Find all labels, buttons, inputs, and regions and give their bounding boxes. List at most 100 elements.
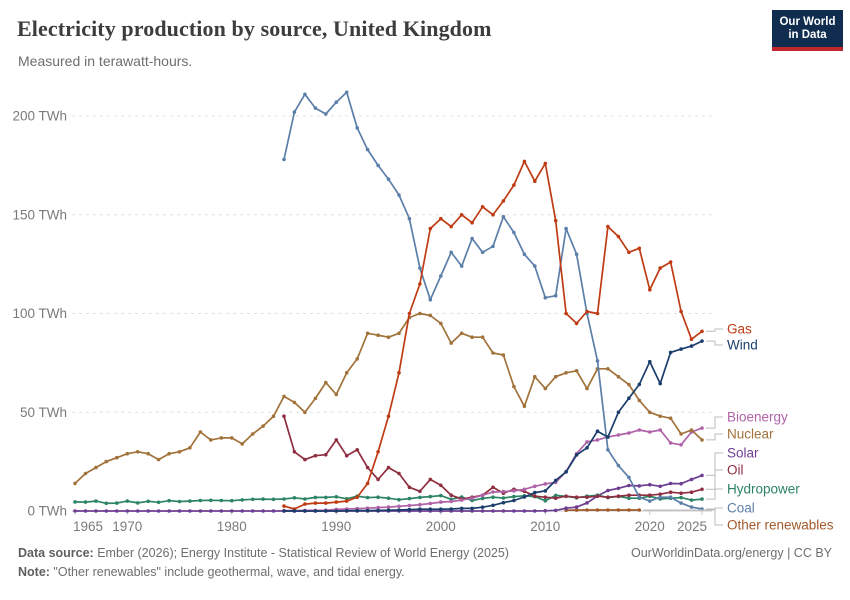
data-point-oil-2009[interactable] [533, 494, 537, 499]
data-point-hydropower-1971[interactable] [135, 501, 140, 505]
data-point-coal-2019[interactable] [637, 495, 642, 500]
legend-label-other-renewables[interactable]: Other renewables [727, 518, 834, 533]
data-point-coal-1990[interactable] [334, 100, 339, 104]
data-point-oil-1991[interactable] [344, 453, 349, 458]
data-point-coal-1993[interactable] [365, 147, 370, 152]
data-point-hydropower-1993[interactable] [365, 495, 370, 500]
data-point-oil-1993[interactable] [365, 465, 370, 470]
data-point-bioenergy-2021[interactable] [658, 428, 662, 432]
legend-label-hydropower[interactable]: Hydropower [727, 482, 800, 497]
data-point-hydropower-1973[interactable] [156, 500, 161, 505]
data-point-wind-2007[interactable] [512, 498, 516, 503]
data-point-nuclear-2018[interactable] [627, 382, 631, 387]
data-point-wind-1989[interactable] [324, 509, 328, 513]
data-point-bioenergy-2003[interactable] [470, 496, 474, 501]
data-point-bioenergy-2007[interactable] [512, 489, 516, 493]
data-point-hydropower-2023[interactable] [679, 495, 683, 500]
data-point-bioenergy-2000[interactable] [439, 500, 443, 504]
data-point-nuclear-1979[interactable] [219, 436, 224, 440]
data-point-solar-1977[interactable] [198, 509, 203, 513]
data-point-solar-1979[interactable] [219, 509, 224, 513]
data-point-coal-1997[interactable] [407, 216, 412, 221]
data-point-oil-2000[interactable] [439, 483, 443, 488]
data-point-coal-2007[interactable] [512, 230, 516, 235]
data-point-hydropower-1998[interactable] [418, 495, 422, 500]
data-point-solar-2008[interactable] [522, 509, 527, 513]
data-point-nuclear-2011[interactable] [553, 374, 558, 379]
data-point-coal-2000[interactable] [439, 274, 443, 278]
data-point-oil-2021[interactable] [658, 492, 662, 497]
data-point-nuclear-1985[interactable] [282, 394, 286, 399]
data-point-coal-2016[interactable] [606, 448, 610, 452]
data-point-solar-2003[interactable] [470, 509, 474, 513]
data-point-solar-1982[interactable] [250, 509, 255, 513]
data-point-solar-2022[interactable] [668, 481, 673, 486]
data-point-solar-1971[interactable] [135, 509, 140, 513]
data-point-coal-1989[interactable] [324, 112, 328, 116]
data-point-oil-2010[interactable] [543, 495, 548, 500]
data-point-bioenergy-2009[interactable] [533, 484, 537, 489]
data-point-gas-2000[interactable] [439, 216, 443, 221]
data-point-oil-2025[interactable] [700, 487, 704, 492]
data-point-other-renewables-2016[interactable] [606, 508, 610, 512]
data-point-solar-2006[interactable] [501, 509, 506, 513]
data-point-nuclear-2020[interactable] [648, 410, 652, 415]
data-point-hydropower-1997[interactable] [407, 496, 412, 501]
data-point-coal-1995[interactable] [386, 177, 391, 181]
data-point-nuclear-1989[interactable] [324, 380, 328, 385]
data-point-bioenergy-1999[interactable] [428, 501, 433, 506]
data-point-oil-1995[interactable] [386, 465, 391, 470]
data-point-solar-1983[interactable] [261, 509, 265, 513]
data-point-bioenergy-2020[interactable] [648, 430, 652, 434]
data-point-wind-2015[interactable] [595, 429, 600, 434]
data-point-nuclear-1999[interactable] [428, 313, 433, 318]
data-point-gas-1996[interactable] [397, 371, 401, 375]
data-point-coal-2021[interactable] [658, 495, 662, 500]
data-point-hydropower-1980[interactable] [230, 498, 234, 503]
data-point-nuclear-1975[interactable] [177, 450, 182, 454]
data-point-hydropower-1983[interactable] [261, 497, 265, 501]
data-point-bioenergy-2001[interactable] [449, 499, 454, 504]
data-point-coal-2001[interactable] [449, 250, 454, 255]
data-point-coal-1991[interactable] [344, 90, 349, 95]
data-point-wind-1998[interactable] [418, 507, 422, 512]
data-point-gas-2002[interactable] [459, 213, 464, 217]
data-point-hydropower-2006[interactable] [501, 496, 506, 500]
data-point-nuclear-1967[interactable] [94, 465, 98, 470]
legend-label-coal[interactable]: Coal [727, 501, 755, 516]
data-point-gas-2004[interactable] [480, 205, 485, 209]
data-point-nuclear-2003[interactable] [470, 335, 474, 340]
data-point-coal-1988[interactable] [313, 106, 318, 110]
data-point-gas-1991[interactable] [344, 499, 349, 503]
data-point-oil-1987[interactable] [303, 457, 307, 462]
data-point-gas-2019[interactable] [637, 246, 642, 251]
data-point-wind-2001[interactable] [449, 507, 454, 511]
data-point-wind-1992[interactable] [355, 508, 360, 513]
data-point-hydropower-2007[interactable] [512, 494, 516, 499]
data-point-bioenergy-2002[interactable] [459, 498, 464, 502]
data-point-oil-2001[interactable] [449, 493, 454, 498]
data-point-solar-2014[interactable] [585, 501, 589, 505]
data-point-gas-1998[interactable] [418, 282, 422, 286]
data-point-nuclear-1972[interactable] [146, 451, 150, 456]
data-point-bioenergy-1998[interactable] [418, 502, 422, 507]
data-point-coal-1998[interactable] [418, 266, 422, 270]
data-point-wind-2018[interactable] [627, 396, 631, 401]
data-point-solar-2023[interactable] [679, 481, 683, 486]
data-point-coal-1986[interactable] [292, 110, 297, 114]
data-point-wind-2021[interactable] [658, 381, 662, 386]
data-point-nuclear-1988[interactable] [313, 396, 318, 401]
data-point-nuclear-2013[interactable] [574, 369, 579, 373]
data-point-hydropower-1985[interactable] [282, 497, 286, 501]
data-point-bioenergy-2018[interactable] [627, 431, 631, 435]
data-point-oil-1997[interactable] [407, 485, 412, 490]
data-point-oil-1996[interactable] [397, 471, 401, 476]
data-point-gas-1990[interactable] [334, 500, 339, 504]
data-point-hydropower-1972[interactable] [146, 499, 150, 504]
data-point-oil-1990[interactable] [334, 438, 339, 442]
data-point-solar-1970[interactable] [125, 509, 130, 513]
data-point-nuclear-1978[interactable] [209, 438, 213, 442]
data-point-hydropower-1970[interactable] [125, 499, 130, 503]
data-point-bioenergy-2017[interactable] [616, 433, 621, 437]
data-point-wind-2020[interactable] [648, 359, 652, 364]
